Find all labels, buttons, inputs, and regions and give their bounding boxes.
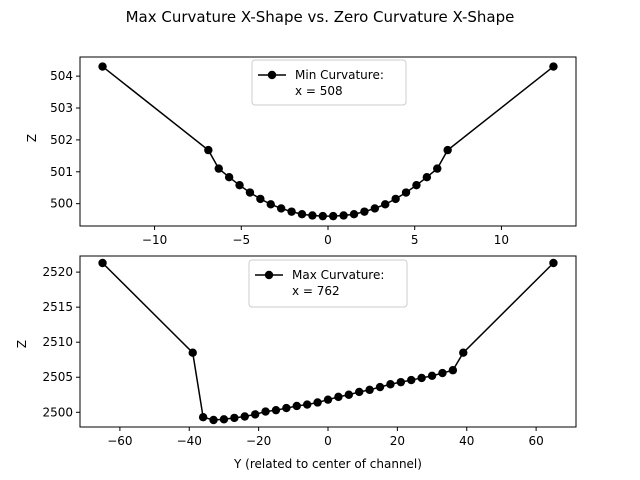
y-tick-label: 2510	[42, 335, 73, 349]
data-point	[98, 258, 107, 268]
data-point	[214, 164, 223, 173]
data-point	[391, 194, 400, 204]
data-point	[438, 368, 447, 378]
x-tick-label: 10	[494, 233, 509, 247]
data-point	[271, 405, 281, 415]
data-point	[360, 207, 369, 216]
data-point	[381, 200, 390, 209]
y-tick-label: 2520	[42, 265, 73, 279]
y-tick-label: 504	[50, 69, 73, 83]
data-point	[412, 180, 421, 190]
legend-label: Max Curvature:	[292, 268, 384, 282]
data-point	[323, 395, 333, 404]
x-tick-label: −5	[232, 233, 250, 247]
ylabel-top: Z	[25, 134, 39, 142]
axes-frame	[79, 255, 577, 428]
data-point	[209, 415, 218, 425]
legend-label: x = 508	[295, 84, 343, 98]
plot-area-bottom: −60 −40 −20 0 20 40 60 2500 2505 2510 2515 2520 Max …	[42, 255, 577, 448]
data-point	[256, 194, 265, 204]
data-point	[407, 375, 416, 385]
data-point	[302, 400, 312, 409]
x-tick-label: 20	[390, 434, 405, 448]
data-point	[198, 412, 208, 422]
legend-label: Min Curvature:	[295, 68, 384, 82]
y-tick-label: 500	[50, 197, 73, 211]
data-point	[433, 164, 442, 173]
xlabel-bottom: Y (related to center of channel)	[233, 457, 422, 471]
y-tick-label: 502	[50, 133, 73, 147]
data-point	[235, 180, 244, 190]
x-tick-label: 0	[324, 434, 332, 448]
x-tick-label: −20	[246, 434, 271, 448]
data-point	[292, 401, 301, 411]
data-point	[282, 403, 291, 413]
data-point	[443, 145, 452, 155]
axes-frame	[79, 56, 577, 227]
subplot-min-curvature: −10 −5 0 5 10 500 501 502 503 504 Min Curvature: x …	[25, 56, 577, 247]
data-point	[245, 188, 255, 197]
data-point	[370, 204, 380, 213]
data-point	[98, 62, 107, 71]
data-point	[349, 210, 359, 219]
data-point	[261, 407, 270, 416]
x-tick-label: −10	[142, 233, 167, 247]
data-point	[240, 412, 249, 421]
x-tick-label: −40	[177, 434, 202, 448]
data-point	[375, 382, 385, 392]
data-point	[422, 173, 432, 182]
y-tick-label: 501	[50, 165, 73, 179]
data-point	[230, 413, 239, 423]
data-point	[339, 211, 348, 220]
data-point	[427, 371, 437, 381]
legend-marker-swatch	[264, 270, 274, 280]
data-point	[334, 392, 343, 402]
data-point	[219, 415, 229, 424]
x-tick-label: 40	[459, 434, 474, 448]
y-tick-label: 2515	[42, 300, 73, 314]
plot-area-top: −10 −5 0 5 10 500 501 502 503 504 Min Curvature: x …	[50, 56, 577, 247]
legend-label: x = 762	[292, 284, 340, 298]
data-point	[401, 188, 411, 197]
data-point	[297, 210, 307, 219]
data-point	[318, 211, 327, 221]
data-point	[276, 204, 286, 213]
legend: Min Curvature: x = 508	[251, 59, 407, 106]
data-point	[250, 410, 260, 419]
data-point	[188, 348, 197, 357]
legend: Max Curvature: x = 762	[248, 259, 408, 308]
data-point	[549, 258, 558, 268]
data-point	[365, 385, 374, 395]
legend-marker-swatch	[267, 70, 277, 80]
data-point	[266, 200, 275, 209]
data-point	[308, 211, 317, 220]
data-point	[287, 207, 296, 216]
ylabel-bottom: Z	[15, 340, 29, 348]
data-point	[396, 377, 406, 387]
data-point	[329, 211, 338, 221]
data-point	[549, 62, 558, 71]
legend-box	[248, 259, 408, 308]
y-tick-label: 2500	[42, 405, 73, 419]
subplot-max-curvature: −60 −40 −20 0 20 40 60 2500 2505 2510 2515 2520 Max …	[15, 255, 577, 471]
data-point	[459, 348, 468, 357]
legend-box	[251, 59, 407, 106]
data-point	[386, 380, 395, 389]
figure-title: Max Curvature X-Shape vs. Zero Curvature…	[126, 8, 515, 26]
x-tick-label: −60	[107, 434, 132, 448]
data-point	[448, 366, 458, 375]
y-tick-label: 2505	[42, 370, 73, 384]
data-point	[313, 398, 322, 407]
data-point	[344, 390, 354, 399]
x-tick-label: 60	[528, 434, 543, 448]
x-tick-label: 5	[411, 233, 419, 247]
data-point	[417, 373, 426, 383]
data-point	[355, 387, 364, 397]
x-tick-label: 0	[324, 233, 332, 247]
data-point	[204, 145, 213, 155]
y-tick-label: 503	[50, 101, 73, 115]
data-point	[224, 173, 234, 182]
